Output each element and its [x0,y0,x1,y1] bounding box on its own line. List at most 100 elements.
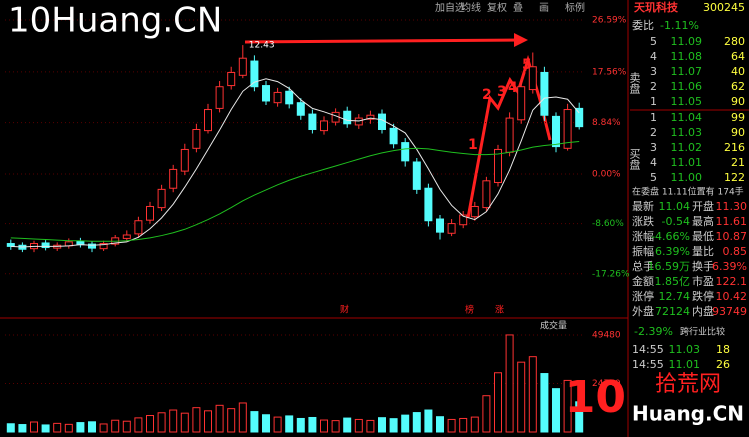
candle-body [505,117,514,153]
stat-label: 内盘 [692,304,714,318]
candle-body [6,243,15,247]
stat-label: 开盘 [692,199,714,213]
volume-bar [308,416,317,433]
candle-body [227,71,236,87]
volume-bar [378,417,386,433]
volume-bar [389,418,398,433]
stat-label: 量比 [692,245,714,258]
tick-volume: 26 [716,358,730,371]
toolbar-button[interactable]: 均线 [461,1,481,14]
level: 3 [650,65,657,78]
level-price: 11.09 [671,35,703,48]
stat-value: 16.59万 [648,260,691,273]
level: 1 [650,95,657,108]
candle-body [343,110,352,125]
candle-body [41,242,50,249]
candle-body [262,85,270,102]
volume-bar [157,412,166,433]
volume-bar [401,414,410,433]
volume-bar [180,412,189,433]
stat-label: 金额 [632,274,654,288]
level-volume: 62 [731,80,745,93]
volume-bar [64,423,73,433]
level-price: 11.01 [671,156,703,169]
stat-label: 跌停 [692,289,714,303]
candle-body [320,120,328,132]
event-marker: 榜 [465,304,474,316]
stat-value: 11.30 [716,200,748,213]
stat-value: 6.39% [655,245,690,258]
candle-body [308,113,317,130]
logo-mark: 10 [565,372,626,423]
volume-bar [6,423,15,433]
stat-value: 1.85亿 [655,275,691,288]
volume-bar [99,423,108,433]
compare-link[interactable]: 跨行业比较 [680,326,725,338]
level-price: 11.07 [671,65,703,78]
level: 3 [650,141,657,154]
tick-volume: 18 [716,343,730,356]
volume-bar [146,415,154,433]
volume-bar [447,418,456,433]
stat-value: 122.1 [716,275,748,288]
candle-body [482,180,491,209]
stat-value: 11.61 [716,215,748,228]
toolbar-button[interactable]: 加自选 [435,1,465,14]
candle-body [540,71,549,116]
level-volume: 90 [731,95,745,108]
toolbar-button[interactable]: 复权 [487,1,507,14]
candle-body [99,243,108,250]
wei-bi-value: -1.11% [660,19,699,32]
stat-label: 换手 [692,259,714,273]
volume-bar [30,421,38,433]
candle-body [169,168,178,189]
stat-value: 11.04 [659,200,691,213]
volume-bar [111,419,120,433]
volume-bar [331,420,340,433]
volume-bar [18,424,27,433]
candle-body [215,86,224,109]
candle-body [412,161,421,190]
stat-label: 振幅 [632,244,654,258]
stat-value: 72124 [655,305,690,318]
wave-label: 1 [468,137,478,153]
candle-body [354,117,363,126]
volume-bar [517,361,526,433]
level-price: 11.04 [671,111,703,124]
tick-price: 11.03 [669,343,701,356]
volume-bar [169,409,178,433]
candle-body [378,113,386,130]
candle-body [447,223,456,234]
candle-body [122,234,131,239]
volume-bar [215,404,224,433]
toolbar-button[interactable]: 标例 [565,1,585,14]
y-tick-label: -8.60% [592,219,624,229]
volume-bar [494,372,502,433]
volume-bar [575,401,584,433]
toolbar-button[interactable]: 画 [539,3,549,14]
candle-body [401,142,410,162]
candle-body [134,220,143,235]
volume-bar [424,409,433,433]
candle-body [436,218,444,233]
y-tick-label: 17.56% [592,67,627,77]
volume-bar [343,417,352,433]
wave-label: 2 [482,87,492,103]
watermark: 10Huang.CN [8,1,222,41]
notice: 在委盘 11.11位置有 174手 [632,186,744,198]
y-tick-label: 26.59% [592,16,627,26]
level-price: 11.03 [671,126,703,139]
wave-label: 4 [508,80,518,96]
volume-bar [470,416,479,433]
stat-label: 市盈 [692,274,714,288]
tick-time: 14:55 [632,343,664,356]
candle-body [494,148,502,184]
stock-code: 300245 [703,1,745,14]
level: 1 [650,111,657,124]
y-tick-label: 24740 [592,379,621,389]
y-tick-label: 49480 [592,330,621,340]
peak-label: 12.43 [249,41,275,51]
toolbar-button[interactable]: 叠 [513,2,523,14]
stock-name: 天玑科技 [634,0,679,14]
